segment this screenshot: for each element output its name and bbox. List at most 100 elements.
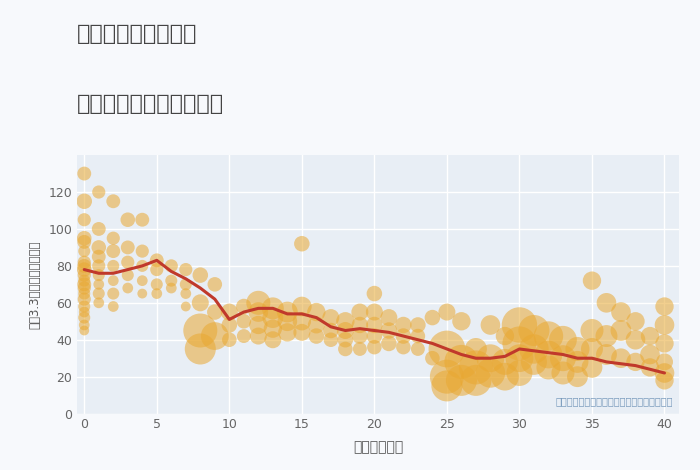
Y-axis label: 坪（3.3㎡）単価（万円）: 坪（3.3㎡）単価（万円） <box>28 240 41 329</box>
Text: 築年数別中古戸建て価格: 築年数別中古戸建て価格 <box>77 94 224 114</box>
Point <box>456 318 467 325</box>
Point <box>93 271 104 279</box>
Point <box>151 290 162 298</box>
Point <box>78 258 90 266</box>
Point <box>108 235 119 242</box>
Point <box>659 358 670 366</box>
Point <box>281 318 293 325</box>
Point <box>470 345 482 352</box>
Point <box>224 308 235 316</box>
Point <box>122 284 134 292</box>
Point <box>180 281 191 288</box>
Point <box>267 314 279 321</box>
Point <box>645 332 656 340</box>
Point <box>369 344 380 351</box>
Point <box>108 247 119 255</box>
Point <box>311 308 322 316</box>
Point <box>108 303 119 310</box>
Point <box>166 284 177 292</box>
Point <box>456 376 467 384</box>
Point <box>78 308 90 316</box>
Point <box>224 321 235 329</box>
Point <box>499 373 510 380</box>
Point <box>93 225 104 233</box>
Point <box>195 327 206 334</box>
Point <box>311 321 322 329</box>
Point <box>253 332 264 340</box>
Point <box>195 345 206 352</box>
Point <box>528 358 540 366</box>
Point <box>485 354 496 362</box>
Point <box>238 318 249 325</box>
Point <box>78 238 90 246</box>
Point <box>384 327 395 334</box>
Point <box>427 354 438 362</box>
Point <box>78 235 90 242</box>
Point <box>514 321 525 329</box>
Point <box>528 327 540 334</box>
Point <box>615 327 626 334</box>
Point <box>78 266 90 274</box>
Point <box>615 308 626 316</box>
Point <box>587 277 598 284</box>
Point <box>354 321 365 329</box>
Point <box>326 336 337 344</box>
Point <box>78 216 90 223</box>
Point <box>93 290 104 298</box>
Point <box>369 308 380 316</box>
Point <box>659 340 670 347</box>
Point <box>601 332 612 340</box>
Point <box>180 290 191 298</box>
Point <box>587 345 598 352</box>
Point <box>108 262 119 270</box>
Point <box>630 358 641 366</box>
Point <box>340 336 351 344</box>
Point <box>340 318 351 325</box>
Point <box>78 290 90 298</box>
Point <box>528 345 540 352</box>
Point <box>93 299 104 306</box>
Point <box>78 247 90 255</box>
Point <box>412 345 423 352</box>
Point <box>78 197 90 205</box>
Point <box>485 369 496 377</box>
Point <box>514 369 525 377</box>
Point <box>615 354 626 362</box>
Point <box>398 344 409 351</box>
Point <box>151 281 162 288</box>
Point <box>195 271 206 279</box>
Point <box>369 321 380 329</box>
Point <box>384 314 395 321</box>
Point <box>659 376 670 384</box>
Point <box>296 329 307 336</box>
Point <box>354 345 365 352</box>
Point <box>78 303 90 310</box>
Point <box>108 290 119 298</box>
Point <box>253 308 264 316</box>
Point <box>136 290 148 298</box>
Point <box>238 332 249 340</box>
Point <box>93 243 104 251</box>
Point <box>659 303 670 310</box>
Point <box>78 277 90 284</box>
Point <box>122 216 134 223</box>
X-axis label: 築年数（年）: 築年数（年） <box>353 440 403 454</box>
Point <box>354 308 365 316</box>
Point <box>122 258 134 266</box>
Point <box>601 351 612 358</box>
Point <box>78 327 90 334</box>
Point <box>209 308 220 316</box>
Point <box>281 329 293 336</box>
Point <box>441 373 452 380</box>
Point <box>587 364 598 371</box>
Point <box>645 351 656 358</box>
Point <box>326 327 337 334</box>
Point <box>427 314 438 321</box>
Point <box>645 364 656 371</box>
Point <box>557 354 568 362</box>
Point <box>253 299 264 306</box>
Point <box>151 257 162 264</box>
Text: 兵庫県播磨高岡駅の: 兵庫県播磨高岡駅の <box>77 24 197 44</box>
Point <box>281 308 293 316</box>
Point <box>78 271 90 279</box>
